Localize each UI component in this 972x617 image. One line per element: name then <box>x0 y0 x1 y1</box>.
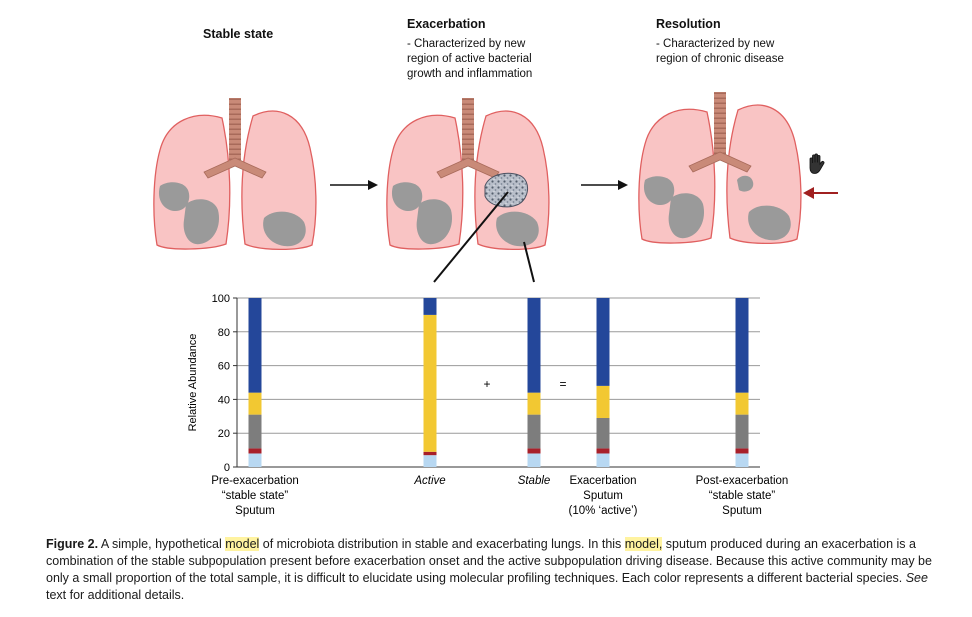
bar-segment <box>423 451 437 456</box>
bar-segment <box>248 298 262 393</box>
arrow-left-icon <box>803 187 838 199</box>
stage-title-resolution: Resolution <box>656 17 721 31</box>
bar-segment <box>596 385 610 418</box>
grab-hand-icon <box>809 153 825 174</box>
disease-patch <box>158 182 190 212</box>
disease-patch <box>416 199 453 245</box>
x-category-label: Sputum <box>583 490 623 502</box>
bar-segment <box>596 417 610 449</box>
x-category-label: Active <box>413 475 445 487</box>
bar-segment <box>527 298 541 393</box>
arrow-right-icon <box>330 180 378 190</box>
bar-segment <box>596 453 610 467</box>
caption-text: sputum produced during an exacerbation i… <box>46 537 932 585</box>
disease-patch <box>263 211 306 247</box>
bar-segment <box>423 298 437 315</box>
abundance-chart: 0 20 40 60 80 100 Relative Abundance Pre-exacer… <box>187 293 788 517</box>
bar-segment <box>423 455 437 467</box>
y-tick-label: 0 <box>224 462 230 474</box>
disease-patch <box>391 182 423 212</box>
callout-line-active <box>433 191 509 283</box>
right-lung <box>241 110 317 251</box>
caption-text: text for additional details. <box>46 588 185 602</box>
stage-desc-exacerbation: - Characterized by new region of active … <box>407 37 532 82</box>
bronchi <box>436 157 500 179</box>
lungs-resolution <box>638 92 802 245</box>
bar-segment <box>248 453 262 467</box>
disease-patch <box>748 205 791 241</box>
callout-line-stable <box>523 241 535 283</box>
x-category-label: Pre-exacerbation <box>211 475 299 487</box>
desc-line: - Characterized by new <box>407 38 526 50</box>
lungs-stable <box>153 98 317 251</box>
bar-segment <box>527 414 541 449</box>
bar-segment <box>527 453 541 467</box>
bar-segment <box>596 298 610 386</box>
bar-segment <box>527 392 541 415</box>
caption-text: of microbiota distribution in stable and… <box>259 537 625 551</box>
chronic-patch <box>737 175 754 192</box>
y-axis-label: Relative Abundance <box>187 334 199 432</box>
caption-text: A simple, hypothetical <box>98 537 226 551</box>
x-category-label: (10% ‘active’) <box>568 505 637 517</box>
arrow-right-icon <box>581 180 628 190</box>
trachea <box>462 98 474 160</box>
x-category-label: Exacerbation <box>569 475 636 487</box>
caption-label: Figure 2. <box>46 537 99 551</box>
y-tick-label: 60 <box>218 361 230 373</box>
disease-patch <box>643 176 675 206</box>
plus-operator: + <box>483 377 490 391</box>
x-category-label: Sputum <box>235 505 275 517</box>
desc-line: - Characterized by new <box>656 38 775 50</box>
bar-segment <box>596 448 610 454</box>
figure-illustration: 0 20 40 60 80 100 Relative Abundance Pre-exacer… <box>153 92 838 517</box>
y-tick-label: 20 <box>218 428 230 440</box>
desc-line: growth and inflammation <box>407 68 533 80</box>
stage-title-exacerbation: Exacerbation <box>407 17 486 31</box>
bar-segment <box>248 414 262 449</box>
x-category-label: Stable <box>518 475 551 487</box>
stage-title-stable: Stable state <box>203 27 274 41</box>
trachea <box>229 98 241 160</box>
bar-segment <box>735 392 749 415</box>
bar-segment <box>735 448 749 454</box>
bar-segment <box>735 298 749 393</box>
bar-segment <box>735 453 749 467</box>
desc-line: region of active bacterial <box>407 53 532 65</box>
bar-segment <box>248 392 262 415</box>
equals-operator: = <box>559 377 566 391</box>
caption-highlight: model, <box>624 537 663 551</box>
x-category-label: Sputum <box>722 505 762 517</box>
active-region <box>484 172 528 208</box>
caption-highlight: model <box>225 537 260 551</box>
y-tick-label: 100 <box>212 293 230 305</box>
bar-segment <box>735 414 749 449</box>
bar-segment <box>423 314 437 452</box>
bar-segment <box>527 448 541 454</box>
right-lung <box>726 104 802 245</box>
stage-desc-resolution: - Characterized by new region of chronic… <box>656 37 784 67</box>
bar-segment <box>248 448 262 454</box>
desc-line: region of chronic disease <box>656 53 784 65</box>
bronchi <box>688 151 752 173</box>
caption-see: See <box>905 571 928 585</box>
y-tick-label: 80 <box>218 327 230 339</box>
bronchi <box>203 157 267 179</box>
x-category-label: “stable state” <box>709 490 776 502</box>
disease-patch <box>668 193 705 239</box>
trachea <box>714 92 726 154</box>
x-category-label: “stable state” <box>222 490 289 502</box>
y-tick-label: 40 <box>218 394 230 406</box>
lungs-exacerbation <box>386 98 550 251</box>
figure-caption: Figure 2. A simple, hypothetical model o… <box>46 536 946 604</box>
disease-patch <box>183 199 220 245</box>
x-category-label: Post-exacerbation <box>696 475 789 487</box>
disease-patch <box>496 211 539 247</box>
